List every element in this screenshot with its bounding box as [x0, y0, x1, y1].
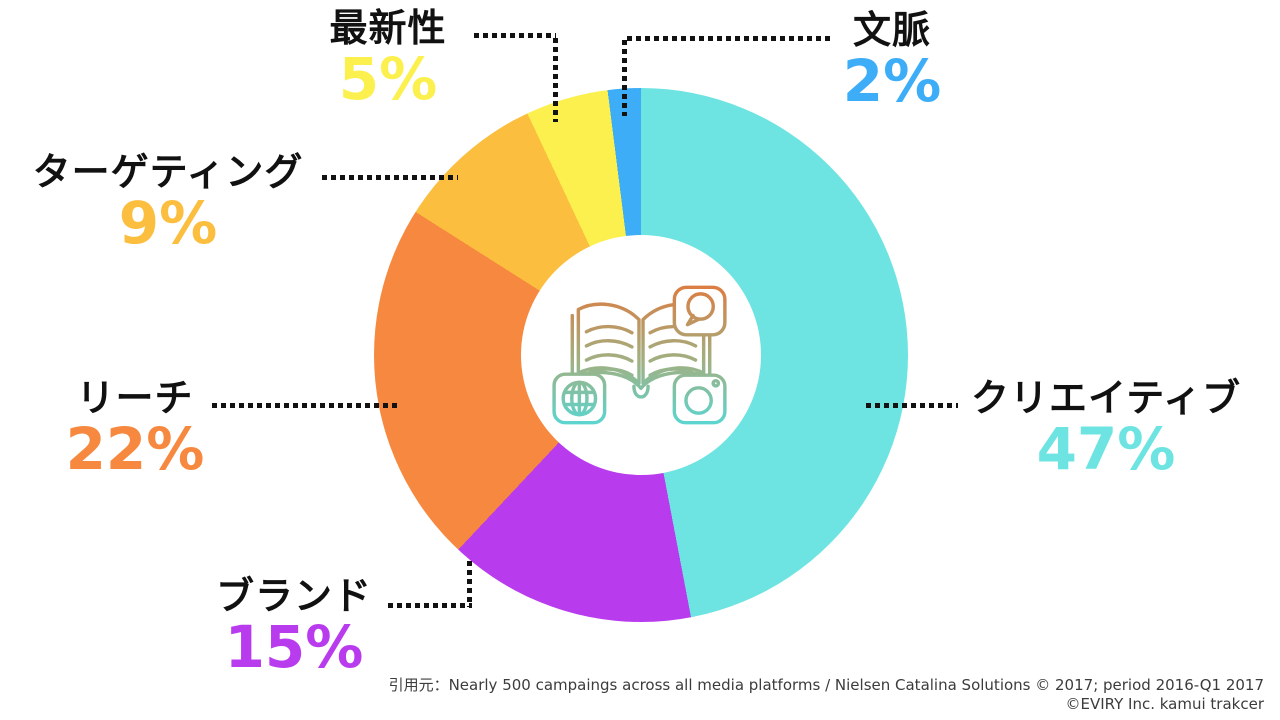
leader-line-context-horizontal	[627, 36, 833, 41]
leader-line-creative	[866, 403, 958, 408]
label-context: 文脈	[852, 8, 931, 52]
label-creative: クリエイティブ	[971, 376, 1241, 420]
speech-bubble-badge	[672, 285, 727, 337]
callout-brand: ブランド 15%	[192, 574, 396, 681]
value-creative: 47%	[1036, 414, 1176, 483]
callout-recency: 最新性 5%	[308, 6, 468, 113]
book-media-icon	[552, 285, 727, 425]
source-citation: 引用元：Nearly 500 campaings across all medi…	[389, 676, 1264, 713]
label-brand: ブランド	[215, 574, 372, 618]
callout-context: 文脈 2%	[812, 8, 972, 115]
leader-line-recency-vertical	[553, 38, 558, 122]
callout-targeting: ターゲティング 9%	[14, 150, 322, 257]
leader-line-brand-horizontal	[388, 603, 472, 608]
donut-hole	[521, 235, 761, 475]
donut-chart	[374, 88, 908, 622]
leader-line-brand-vertical	[467, 561, 472, 607]
leader-line-recency-horizontal	[474, 33, 556, 38]
globe-badge	[552, 372, 607, 425]
value-targeting: 9%	[118, 188, 218, 257]
label-reach: リーチ	[76, 376, 194, 420]
label-recency: 最新性	[329, 6, 447, 50]
label-targeting: ターゲティング	[32, 150, 304, 194]
value-reach: 22%	[65, 414, 205, 483]
leader-line-context-vertical	[622, 40, 627, 116]
camera-badge	[672, 373, 727, 425]
citation-line-2: ©EVIRY Inc. kamui trakcer	[1065, 694, 1264, 713]
value-brand: 15%	[224, 612, 364, 681]
leader-line-targeting	[322, 175, 458, 180]
leader-line-reach	[212, 403, 400, 408]
citation-line-1: 引用元：Nearly 500 campaings across all medi…	[388, 676, 1264, 695]
callout-creative: クリエイティブ 47%	[956, 376, 1256, 483]
value-context: 2%	[842, 46, 942, 115]
callout-reach: リーチ 22%	[33, 376, 237, 483]
value-recency: 5%	[338, 44, 438, 113]
